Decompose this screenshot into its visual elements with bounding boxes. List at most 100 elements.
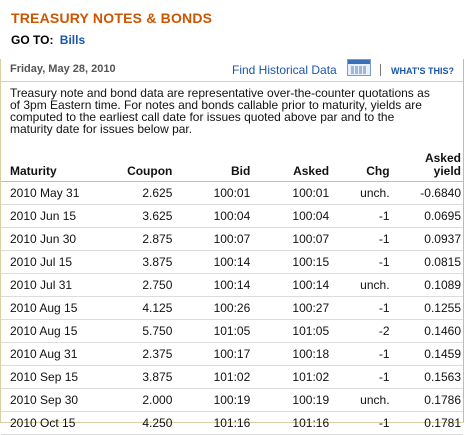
cell-asked: 100:04	[250, 204, 330, 228]
cell-maturity: 2010 May 31	[1, 181, 108, 205]
cell-asked: 100:01	[250, 181, 330, 205]
description-text: Treasury note and bond data are represen…	[10, 86, 430, 136]
cell-coupon: 5.750	[107, 319, 173, 343]
cell-coupon: 4.250	[107, 411, 173, 435]
cell-yield: 0.1459	[389, 342, 463, 366]
table-body: 2010 May 31 2.625 100:01 100:01 unch. -0…	[1, 181, 463, 435]
cell-yield: -0.6840	[389, 181, 463, 205]
cell-coupon: 4.125	[107, 296, 173, 320]
table-row: 2010 Sep 15 3.875 101:02 101:02 -1 0.156…	[1, 365, 463, 389]
cell-bid: 100:01	[172, 181, 251, 205]
cell-bid: 100:14	[172, 250, 251, 274]
cell-maturity: 2010 Oct 15	[1, 411, 108, 435]
cell-maturity: 2010 Sep 15	[1, 365, 108, 389]
toolbar-divider	[380, 64, 381, 76]
table-row: 2010 Jul 31 2.750 100:14 100:14 unch. 0.…	[1, 273, 463, 297]
cell-bid: 100:17	[172, 342, 251, 366]
cell-asked: 100:15	[250, 250, 330, 274]
cell-chg: -1	[329, 227, 390, 251]
cell-chg: -1	[329, 342, 390, 366]
cell-coupon: 2.000	[107, 388, 173, 412]
cell-yield: 0.1786	[389, 388, 463, 412]
cell-maturity: 2010 Aug 15	[1, 296, 108, 320]
cell-bid: 101:16	[172, 411, 251, 435]
cell-bid: 100:26	[172, 296, 251, 320]
find-historical-data-link[interactable]: Find Historical Data	[232, 63, 337, 77]
calendar-icon[interactable]	[347, 59, 371, 76]
cell-maturity: 2010 Sep 30	[1, 388, 108, 412]
table-row: 2010 Sep 30 2.000 100:19 100:19 unch. 0.…	[1, 388, 463, 412]
cell-asked: 100:18	[250, 342, 330, 366]
table-row: 2010 Jun 15 3.625 100:04 100:04 -1 0.069…	[1, 204, 463, 228]
cell-asked: 100:07	[250, 227, 330, 251]
cell-maturity: 2010 Aug 31	[1, 342, 108, 366]
cell-yield: 0.1089	[389, 273, 463, 297]
table-header-row: Maturity Coupon Bid Asked Chg Asked yield	[1, 151, 463, 182]
cell-yield: 0.0815	[389, 250, 463, 274]
col-asked: Asked	[250, 151, 330, 182]
cell-asked: 101:05	[250, 319, 330, 343]
cell-maturity: 2010 Jul 15	[1, 250, 108, 274]
cell-maturity: 2010 Aug 15	[1, 319, 108, 343]
cell-asked: 100:14	[250, 273, 330, 297]
cell-chg: unch.	[329, 273, 390, 297]
cell-coupon: 3.625	[107, 204, 173, 228]
cell-coupon: 3.875	[107, 365, 173, 389]
treasury-table: Maturity Coupon Bid Asked Chg Asked yield…	[1, 151, 463, 435]
col-bid: Bid	[172, 151, 251, 182]
col-chg: Chg	[329, 151, 390, 182]
cell-asked: 100:27	[250, 296, 330, 320]
cell-chg: -1	[329, 204, 390, 228]
cell-asked: 101:02	[250, 365, 330, 389]
col-asked-yield-line2: yield	[433, 164, 461, 178]
cell-yield: 0.1781	[389, 411, 463, 435]
cell-yield: 0.1255	[389, 296, 463, 320]
goto-label: GO TO:	[11, 33, 54, 47]
col-coupon: Coupon	[107, 151, 173, 182]
cell-bid: 101:05	[172, 319, 251, 343]
cell-yield: 0.1563	[389, 365, 463, 389]
table-row: 2010 Aug 15 5.750 101:05 101:05 -2 0.146…	[1, 319, 463, 343]
cell-yield: 0.0695	[389, 204, 463, 228]
table-row: 2010 Jul 15 3.875 100:14 100:15 -1 0.081…	[1, 250, 463, 274]
cell-chg: -1	[329, 250, 390, 274]
cell-maturity: 2010 Jun 30	[1, 227, 108, 251]
cell-chg: unch.	[329, 181, 390, 205]
description: Treasury note and bond data are represen…	[10, 87, 440, 135]
cell-coupon: 2.875	[107, 227, 173, 251]
cell-chg: -1	[329, 365, 390, 389]
table-row: 2010 Aug 31 2.375 100:17 100:18 -1 0.145…	[1, 342, 463, 366]
cell-yield: 0.1460	[389, 319, 463, 343]
cell-asked: 101:16	[250, 411, 330, 435]
cell-maturity: 2010 Jun 15	[1, 204, 108, 228]
cell-chg: -1	[329, 296, 390, 320]
goto-nav: GO TO: Bills	[11, 33, 85, 47]
calendar-icon-header	[348, 60, 370, 64]
cell-bid: 101:02	[172, 365, 251, 389]
cell-chg: -1	[329, 411, 390, 435]
panel-header: TREASURY NOTES & BONDS GO TO: Bills	[0, 0, 466, 59]
cell-bid: 100:04	[172, 204, 251, 228]
table-row: 2010 Jun 30 2.875 100:07 100:07 -1 0.093…	[1, 227, 463, 251]
cell-coupon: 3.875	[107, 250, 173, 274]
cell-bid: 100:14	[172, 273, 251, 297]
cell-yield: 0.0937	[389, 227, 463, 251]
col-asked-yield-line1: Asked	[424, 151, 461, 165]
cell-bid: 100:07	[172, 227, 251, 251]
calendar-icon-grid	[351, 66, 367, 74]
cell-coupon: 2.625	[107, 181, 173, 205]
table-row: 2010 Aug 15 4.125 100:26 100:27 -1 0.125…	[1, 296, 463, 320]
whats-this-link[interactable]: WHAT'S THIS?	[391, 66, 454, 76]
page-title: TREASURY NOTES & BONDS	[11, 10, 213, 26]
cell-chg: unch.	[329, 388, 390, 412]
cell-bid: 100:19	[172, 388, 251, 412]
quote-date: Friday, May 28, 2010	[10, 63, 116, 75]
col-maturity: Maturity	[1, 151, 108, 182]
cell-coupon: 2.375	[107, 342, 173, 366]
bills-link[interactable]: Bills	[59, 33, 86, 47]
table-row: 2010 Oct 15 4.250 101:16 101:16 -1 0.178…	[1, 411, 463, 435]
col-asked-yield: Asked yield	[389, 151, 463, 182]
cell-maturity: 2010 Jul 31	[1, 273, 108, 297]
cell-chg: -2	[329, 319, 390, 343]
cell-coupon: 2.750	[107, 273, 173, 297]
